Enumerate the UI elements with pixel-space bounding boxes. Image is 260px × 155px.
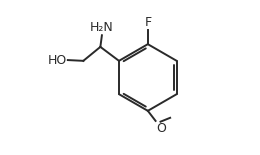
Text: HO: HO — [48, 54, 67, 66]
Text: O: O — [156, 122, 166, 135]
Text: H₂N: H₂N — [90, 22, 114, 35]
Text: F: F — [144, 16, 151, 29]
